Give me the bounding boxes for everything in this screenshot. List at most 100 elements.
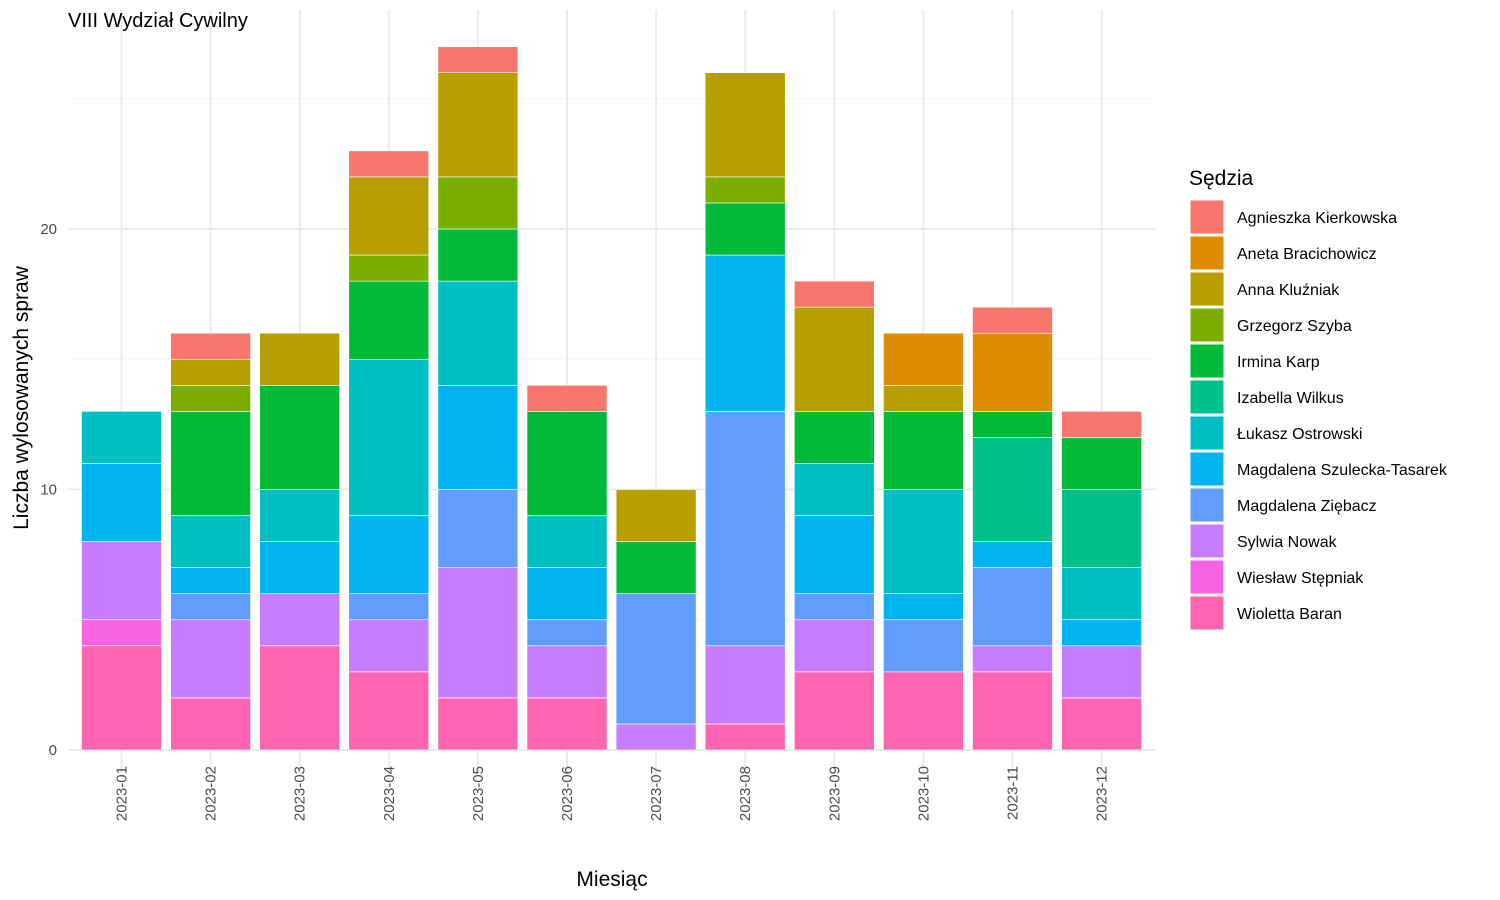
- bar-segment: [170, 515, 251, 568]
- legend-key: [1189, 307, 1225, 343]
- legend-label: Wioletta Baran: [1237, 606, 1342, 623]
- bar-segment: [348, 358, 430, 516]
- bar-segment: [348, 515, 430, 594]
- bar-segment: [883, 489, 964, 594]
- bar-segment: [883, 332, 964, 386]
- bar-segment: [259, 332, 341, 386]
- bar-segment: [883, 671, 964, 751]
- y-axis-title: Liczba wylosowanych spraw: [10, 265, 33, 530]
- bar-segment: [259, 384, 341, 490]
- bar-segment: [704, 72, 786, 178]
- legend-key: [1189, 343, 1225, 379]
- bar-segment: [1061, 619, 1142, 647]
- bar-segment: [615, 723, 697, 751]
- bar-segment: [1061, 489, 1142, 568]
- bar-segment: [704, 411, 786, 647]
- bar-segment: [704, 254, 786, 412]
- legend-key: [1189, 199, 1225, 235]
- legend-label: Sylwia Nowak: [1237, 534, 1338, 551]
- x-axis-title: Miesiąc: [576, 868, 647, 891]
- bar-segment: [704, 723, 786, 751]
- legend-label: Wiesław Stępniak: [1237, 570, 1364, 587]
- bar-segment: [793, 515, 875, 594]
- bar-segment: [170, 358, 251, 386]
- bar-segment: [526, 411, 608, 516]
- bar-segment: [437, 384, 519, 490]
- x-tick-label: 2023-10: [915, 766, 932, 821]
- bar-segment: [259, 593, 341, 647]
- bar-segment: [793, 280, 875, 308]
- bar-segment: [170, 593, 251, 621]
- bar-segment: [81, 541, 162, 621]
- legend-key: [1189, 235, 1225, 271]
- bar-segment: [793, 306, 875, 412]
- legend-key: [1189, 379, 1225, 415]
- bar-segment: [437, 176, 519, 230]
- bar-segment: [437, 228, 519, 282]
- legend-key: [1189, 451, 1225, 487]
- bar-segment: [793, 463, 875, 516]
- bar-segment: [883, 593, 964, 621]
- legend-label: Grzegorz Szyba: [1237, 318, 1352, 335]
- bar-segment: [972, 306, 1053, 334]
- bar-segment: [348, 280, 430, 360]
- bar-segment: [883, 384, 964, 412]
- legend-label: Agnieszka Kierkowska: [1237, 210, 1397, 227]
- bar-segment: [1061, 567, 1142, 621]
- legend-label: Magdalena Szulecka-Tasarek: [1237, 462, 1448, 479]
- bar-segment: [972, 437, 1053, 542]
- x-tick-label: 2023-05: [470, 766, 487, 821]
- legend: Sędzia Agnieszka Kierkowska Aneta Bracich…: [1189, 167, 1448, 631]
- bar-segment: [526, 697, 608, 751]
- bar-segment: [348, 176, 430, 256]
- bar-segment: [526, 384, 608, 412]
- bar-segment: [170, 411, 251, 516]
- bar-segment: [704, 176, 786, 204]
- x-tick-label: 2023-08: [737, 766, 754, 821]
- bar-segment: [81, 463, 162, 542]
- bar-segment: [1061, 411, 1142, 438]
- bar-segment: [259, 489, 341, 542]
- bar-segment: [170, 697, 251, 751]
- bar-segment: [81, 645, 162, 751]
- bar-segment: [704, 202, 786, 256]
- bar-segment: [972, 411, 1053, 438]
- bar-segment: [972, 645, 1053, 673]
- bar-segment: [615, 541, 697, 594]
- bar-segment: [1061, 697, 1142, 751]
- bar-segment: [793, 671, 875, 751]
- bar-segment: [437, 697, 519, 751]
- bar-segment: [170, 567, 251, 595]
- bar-segment: [81, 619, 162, 647]
- legend-key: [1189, 415, 1225, 451]
- bar-segment: [883, 411, 964, 490]
- legend-key: [1189, 559, 1225, 595]
- bar-segment: [348, 254, 430, 282]
- x-tick-label: 2023-02: [203, 766, 220, 821]
- chart-title: VIII Wydział Cywilny: [68, 10, 248, 32]
- bar-segment: [348, 671, 430, 751]
- legend-key: [1189, 487, 1225, 523]
- legend-key: [1189, 595, 1225, 631]
- bar-segment: [259, 541, 341, 594]
- y-axis-ticks: 0 10 20: [40, 221, 57, 759]
- bar-segment: [348, 593, 430, 621]
- x-tick-label: 2023-01: [114, 766, 131, 821]
- legend-label: Aneta Bracichowicz: [1237, 246, 1377, 263]
- bar-segment: [793, 411, 875, 464]
- bar-segment: [883, 619, 964, 673]
- y-tick-label: 20: [40, 221, 57, 238]
- bar-segment: [1061, 437, 1142, 490]
- legend-label: Irmina Karp: [1237, 354, 1320, 371]
- bar-segment: [170, 332, 251, 360]
- legend-title: Sędzia: [1189, 167, 1254, 190]
- bar-segment: [81, 411, 162, 464]
- bar-segment: [437, 489, 519, 568]
- bar-segment: [793, 593, 875, 621]
- bar-segment: [170, 619, 251, 699]
- bar-segment: [972, 567, 1053, 647]
- bar-segment: [793, 619, 875, 673]
- bar-segment: [437, 567, 519, 699]
- bar-segment: [348, 150, 430, 178]
